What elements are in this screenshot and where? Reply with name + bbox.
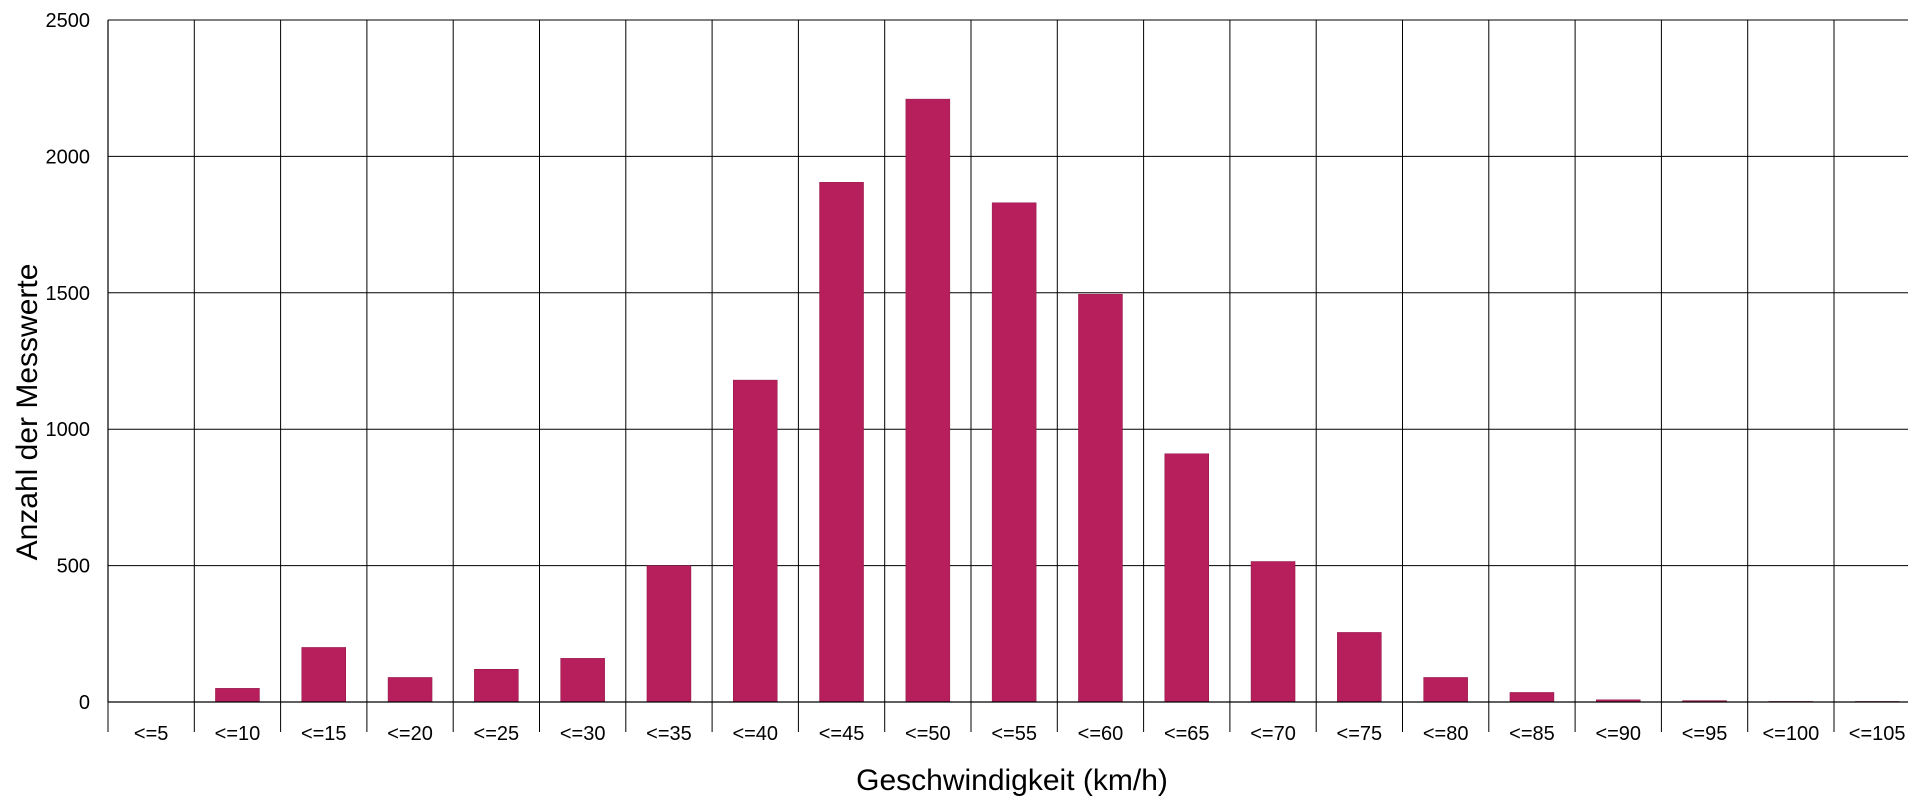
- axes: [107, 20, 1908, 732]
- x-tick-label: <=105: [1849, 723, 1906, 745]
- x-tick-label: <=100: [1762, 723, 1819, 745]
- x-tick-label: <=5: [134, 723, 168, 745]
- y-tick-labels: 0 500 1000 1500 2000 2500: [46, 10, 91, 714]
- bar: [646, 565, 692, 703]
- x-tick-label: <=85: [1509, 723, 1555, 745]
- bar: [1078, 293, 1123, 703]
- x-tick-label: <=50: [905, 723, 951, 745]
- x-tick-label: <=25: [474, 723, 520, 745]
- x-tick-label: <=75: [1337, 723, 1383, 745]
- x-tick-label: <=80: [1423, 723, 1469, 745]
- x-tick-label: <=45: [819, 723, 865, 745]
- x-tick-label: <=40: [732, 723, 778, 745]
- bar: [387, 677, 433, 703]
- bar: [1337, 632, 1382, 703]
- x-tick-label: <=15: [301, 723, 347, 745]
- bar: [905, 98, 951, 703]
- y-tick-label: 0: [79, 692, 90, 714]
- x-tick-label: <=55: [991, 723, 1037, 745]
- x-tick-label: <=30: [560, 723, 606, 745]
- x-tick-label: <=10: [215, 723, 261, 745]
- x-tick-label: <=35: [646, 723, 692, 745]
- y-tick-label: 2000: [46, 146, 91, 168]
- x-tick-label: <=60: [1078, 723, 1124, 745]
- x-tick-label: <=95: [1682, 723, 1728, 745]
- y-tick-label: 1500: [46, 283, 91, 305]
- bar: [819, 182, 864, 703]
- x-tick-label: <=20: [387, 723, 433, 745]
- x-tick-label: <=65: [1164, 723, 1210, 745]
- y-axis-label: Anzahl der Messwerte: [11, 264, 44, 561]
- bar: [1423, 677, 1468, 703]
- x-tick-labels: <=5 <=10 <=15 <=20 <=25 <=30 <=35 <=40 <=45 <=50 <…: [134, 723, 1906, 745]
- y-tick-label: 500: [57, 556, 90, 578]
- x-tick-label: <=90: [1595, 723, 1641, 745]
- bar: [1250, 561, 1296, 703]
- bar: [733, 379, 778, 703]
- bars: [215, 98, 1900, 703]
- x-tick-label: <=70: [1250, 723, 1296, 745]
- bar: [1164, 453, 1209, 703]
- bar: [474, 669, 519, 703]
- y-tick-label: 1000: [46, 419, 91, 441]
- bar: [301, 647, 346, 703]
- x-axis-label: Geschwindigkeit (km/h): [856, 764, 1168, 797]
- bar: [991, 202, 1037, 703]
- bar: [1509, 692, 1555, 703]
- bar: [215, 688, 260, 703]
- y-tick-label: 2500: [46, 10, 91, 32]
- bar: [560, 658, 605, 703]
